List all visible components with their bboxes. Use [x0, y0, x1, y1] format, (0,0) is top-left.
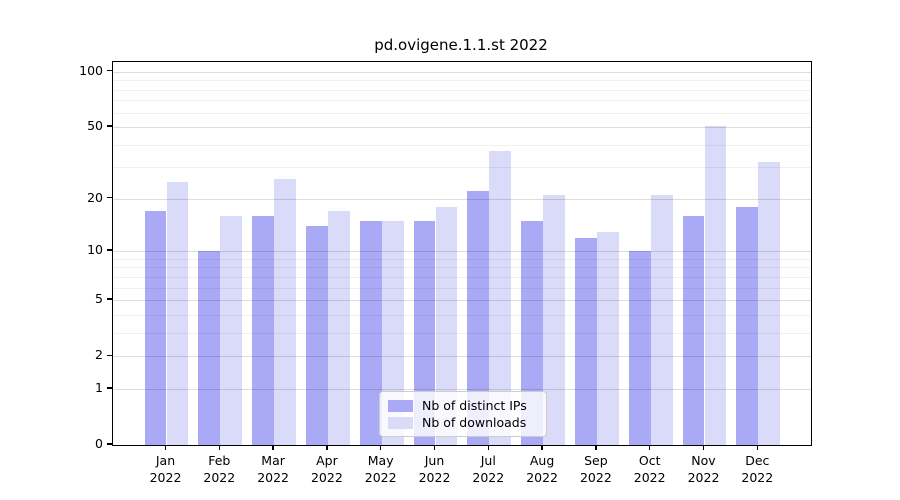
gridline-20 [113, 198, 811, 200]
x-tick-mark-jul [487, 445, 489, 450]
gridline-80 [113, 89, 811, 91]
bar-oct-ips [628, 251, 651, 445]
gridline-30 [113, 167, 811, 169]
legend-entry-distinct-ips: Nb of distinct IPs [388, 397, 538, 414]
chart-title: pd.ovigene.1.1.st 2022 [374, 36, 548, 54]
x-tick-mark-aug [541, 445, 543, 450]
gridline-1 [113, 388, 811, 390]
gridline-7 [113, 276, 811, 278]
x-tick-mark-mar [272, 445, 274, 450]
bar-aug-ips [521, 220, 544, 445]
gridline-3 [113, 332, 811, 334]
bar-nov-ips [682, 215, 705, 445]
x-tick-label-jul: Jul 2022 [472, 453, 505, 485]
gridline-4 [113, 314, 811, 316]
gridline-40 [113, 144, 811, 146]
gridline-70 [113, 100, 811, 102]
gridline-100 [113, 71, 811, 73]
y-tick-mark-0 [107, 443, 112, 445]
y-tick-label-10: 10 [87, 242, 103, 258]
bar-jun-ips [413, 220, 436, 445]
x-tick-mark-oct [649, 445, 651, 450]
gridline-50 [113, 127, 811, 129]
y-tick-label-1: 1 [95, 379, 103, 395]
gridline-2 [113, 356, 811, 358]
bar-oct-downloads [650, 195, 673, 445]
x-tick-mark-nov [702, 445, 705, 450]
x-tick-label-oct: Oct 2022 [633, 453, 666, 485]
x-tick-mark-sep [595, 445, 597, 450]
bar-jul-downloads [489, 150, 512, 445]
x-tick-mark-jun [433, 445, 436, 450]
y-tick-mark-20 [107, 197, 112, 199]
y-tick-label-0: 0 [95, 436, 103, 451]
x-tick-label-mar: Mar 2022 [257, 453, 289, 485]
bar-jan-downloads [166, 181, 189, 445]
legend-swatch-downloads [388, 416, 413, 429]
x-tick-mark-dec [756, 445, 758, 450]
x-tick-label-jan: Jan 2022 [149, 453, 182, 485]
gridline-6 [113, 287, 811, 289]
bar-sep-downloads [596, 231, 619, 445]
bar-aug-downloads [543, 195, 565, 445]
y-tick-mark-5 [107, 298, 112, 300]
bar-apr-ips [306, 226, 328, 445]
gridline-8 [113, 267, 811, 269]
x-tick-label-feb: Feb 2022 [203, 453, 236, 485]
x-tick-mark-apr [326, 445, 328, 450]
x-tick-mark-feb [218, 445, 220, 450]
x-tick-label-jun: Jun 2022 [418, 453, 451, 485]
y-tick-label-20: 20 [87, 189, 103, 205]
y-tick-label-100: 100 [79, 62, 103, 78]
gridline-90 [113, 80, 811, 82]
x-tick-label-may: May 2022 [364, 453, 397, 485]
x-tick-mark-may [380, 445, 382, 450]
y-tick-mark-10 [107, 249, 112, 251]
bar-jul-ips [467, 191, 490, 445]
bar-jan-ips [144, 211, 167, 445]
gridline-9 [113, 258, 811, 260]
y-tick-mark-2 [107, 354, 112, 356]
x-tick-label-dec: Dec 2022 [741, 453, 774, 485]
x-tick-label-sep: Sep 2022 [579, 453, 612, 485]
bar-apr-downloads [327, 211, 350, 445]
legend-swatch-distinct-ips [388, 399, 413, 412]
x-tick-label-aug: Aug 2022 [526, 453, 558, 485]
bar-dec-ips [736, 206, 759, 445]
bar-feb-downloads [220, 215, 243, 445]
legend: Nb of distinct IPs Nb of downloads [379, 391, 547, 437]
bar-may-ips [359, 220, 382, 445]
bar-sep-ips [575, 237, 597, 445]
y-tick-label-2: 2 [95, 347, 103, 363]
y-tick-mark-50 [107, 125, 112, 127]
legend-entry-downloads: Nb of downloads [388, 414, 538, 431]
gridline-5 [113, 300, 811, 302]
bar-nov-downloads [704, 125, 727, 445]
legend-label-downloads: Nb of downloads [422, 415, 527, 430]
bar-feb-ips [198, 251, 221, 445]
gridline-10 [113, 251, 811, 253]
bar-mar-downloads [274, 178, 296, 445]
y-tick-label-50: 50 [87, 118, 103, 134]
bar-jun-downloads [435, 206, 458, 445]
bar-may-downloads [381, 220, 404, 445]
gridline-60 [113, 112, 811, 114]
x-tick-label-nov: Nov 2022 [687, 453, 720, 485]
plot-area: Nb of distinct IPs Nb of downloads [112, 61, 812, 446]
y-tick-mark-100 [107, 70, 112, 72]
bar-mar-ips [252, 215, 275, 445]
bar-dec-downloads [758, 162, 781, 445]
x-tick-mark-jan [164, 445, 167, 450]
x-tick-label-apr: Apr 2022 [310, 453, 343, 485]
y-tick-mark-1 [107, 387, 112, 389]
y-tick-label-5: 5 [95, 291, 103, 307]
legend-label-distinct-ips: Nb of distinct IPs [422, 398, 527, 413]
